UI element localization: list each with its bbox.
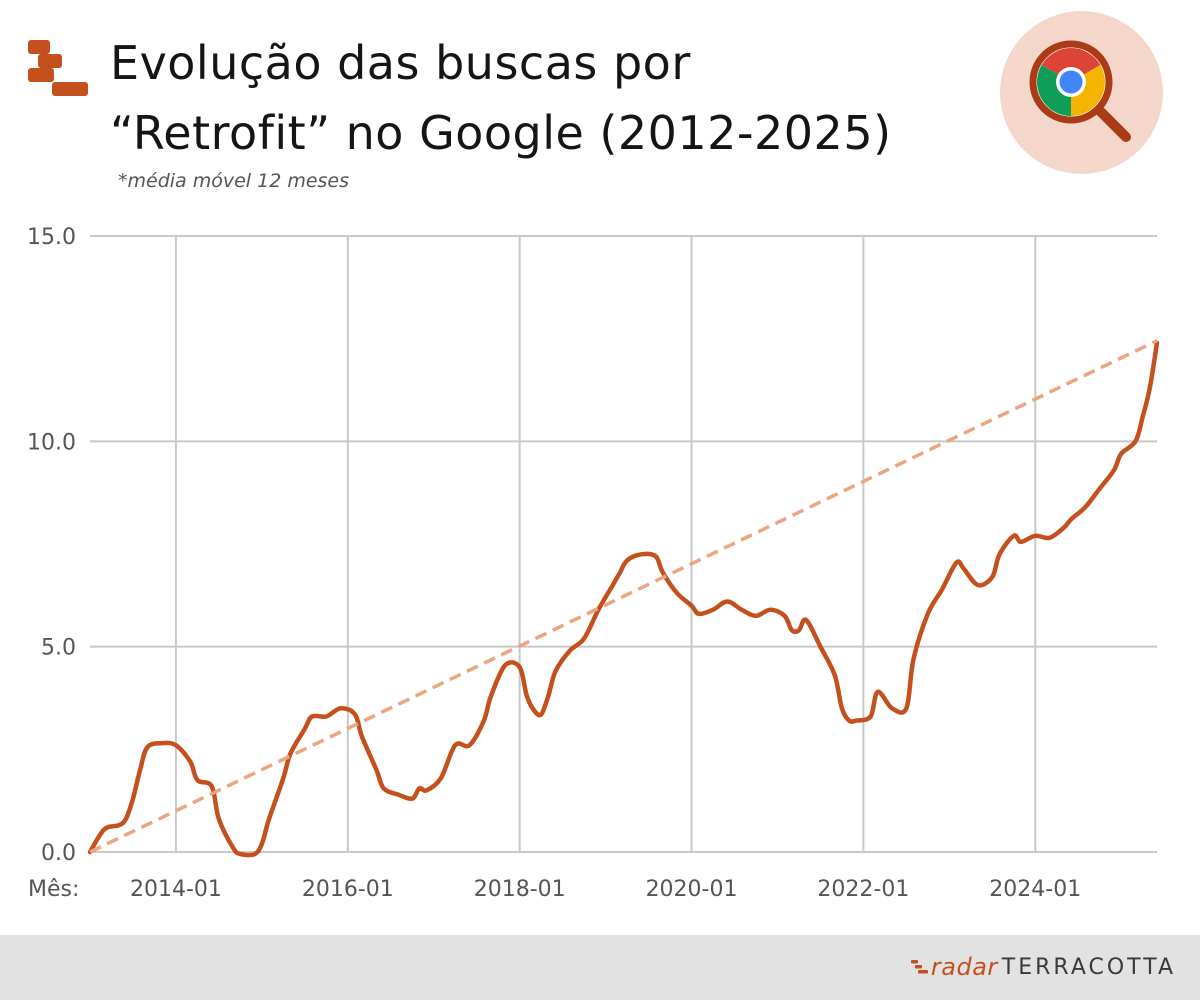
brand-radar-text: radar [930,953,998,981]
x-axis-label: Mês: [28,877,79,902]
chrome-magnifier-icon [1000,11,1163,174]
brand-terracotta-text: TERRACOTTA [1001,954,1176,980]
x-tick-label: 2018-01 [474,877,566,902]
search-interest-line [87,340,1160,858]
x-tick-label: 2016-01 [302,877,394,902]
line-chart: 0.0 5.0 10.0 15.0 2014-01 2016-01 2018-01 2020-… [27,225,1160,902]
y-tick-label: 0.0 [41,841,76,866]
chart-title-line1: Evolução das buscas por [110,36,691,90]
x-tick-label: 2024-01 [989,877,1081,902]
chart-title: Evolução das buscas por “Retrofit” no Go… [110,28,970,168]
chart-title-line2: “Retrofit” no Google (2012-2025) [110,106,892,160]
y-tick-label: 5.0 [41,636,76,661]
x-tick-label: 2020-01 [646,877,738,902]
y-tick-label: 10.0 [27,430,76,455]
radar-terracotta-logo-icon [910,960,928,974]
y-tick-label: 15.0 [27,225,76,250]
footer-bar: radar TERRACOTTA [0,935,1200,1000]
brand-logo: radar TERRACOTTA [910,952,1176,982]
x-tick-label: 2014-01 [130,877,222,902]
x-tick-label: 2022-01 [817,877,909,902]
trend-line [89,339,1158,854]
chart-subtitle: *média móvel 12 meses [118,170,350,192]
stacked-bars-logo-icon [28,40,88,96]
